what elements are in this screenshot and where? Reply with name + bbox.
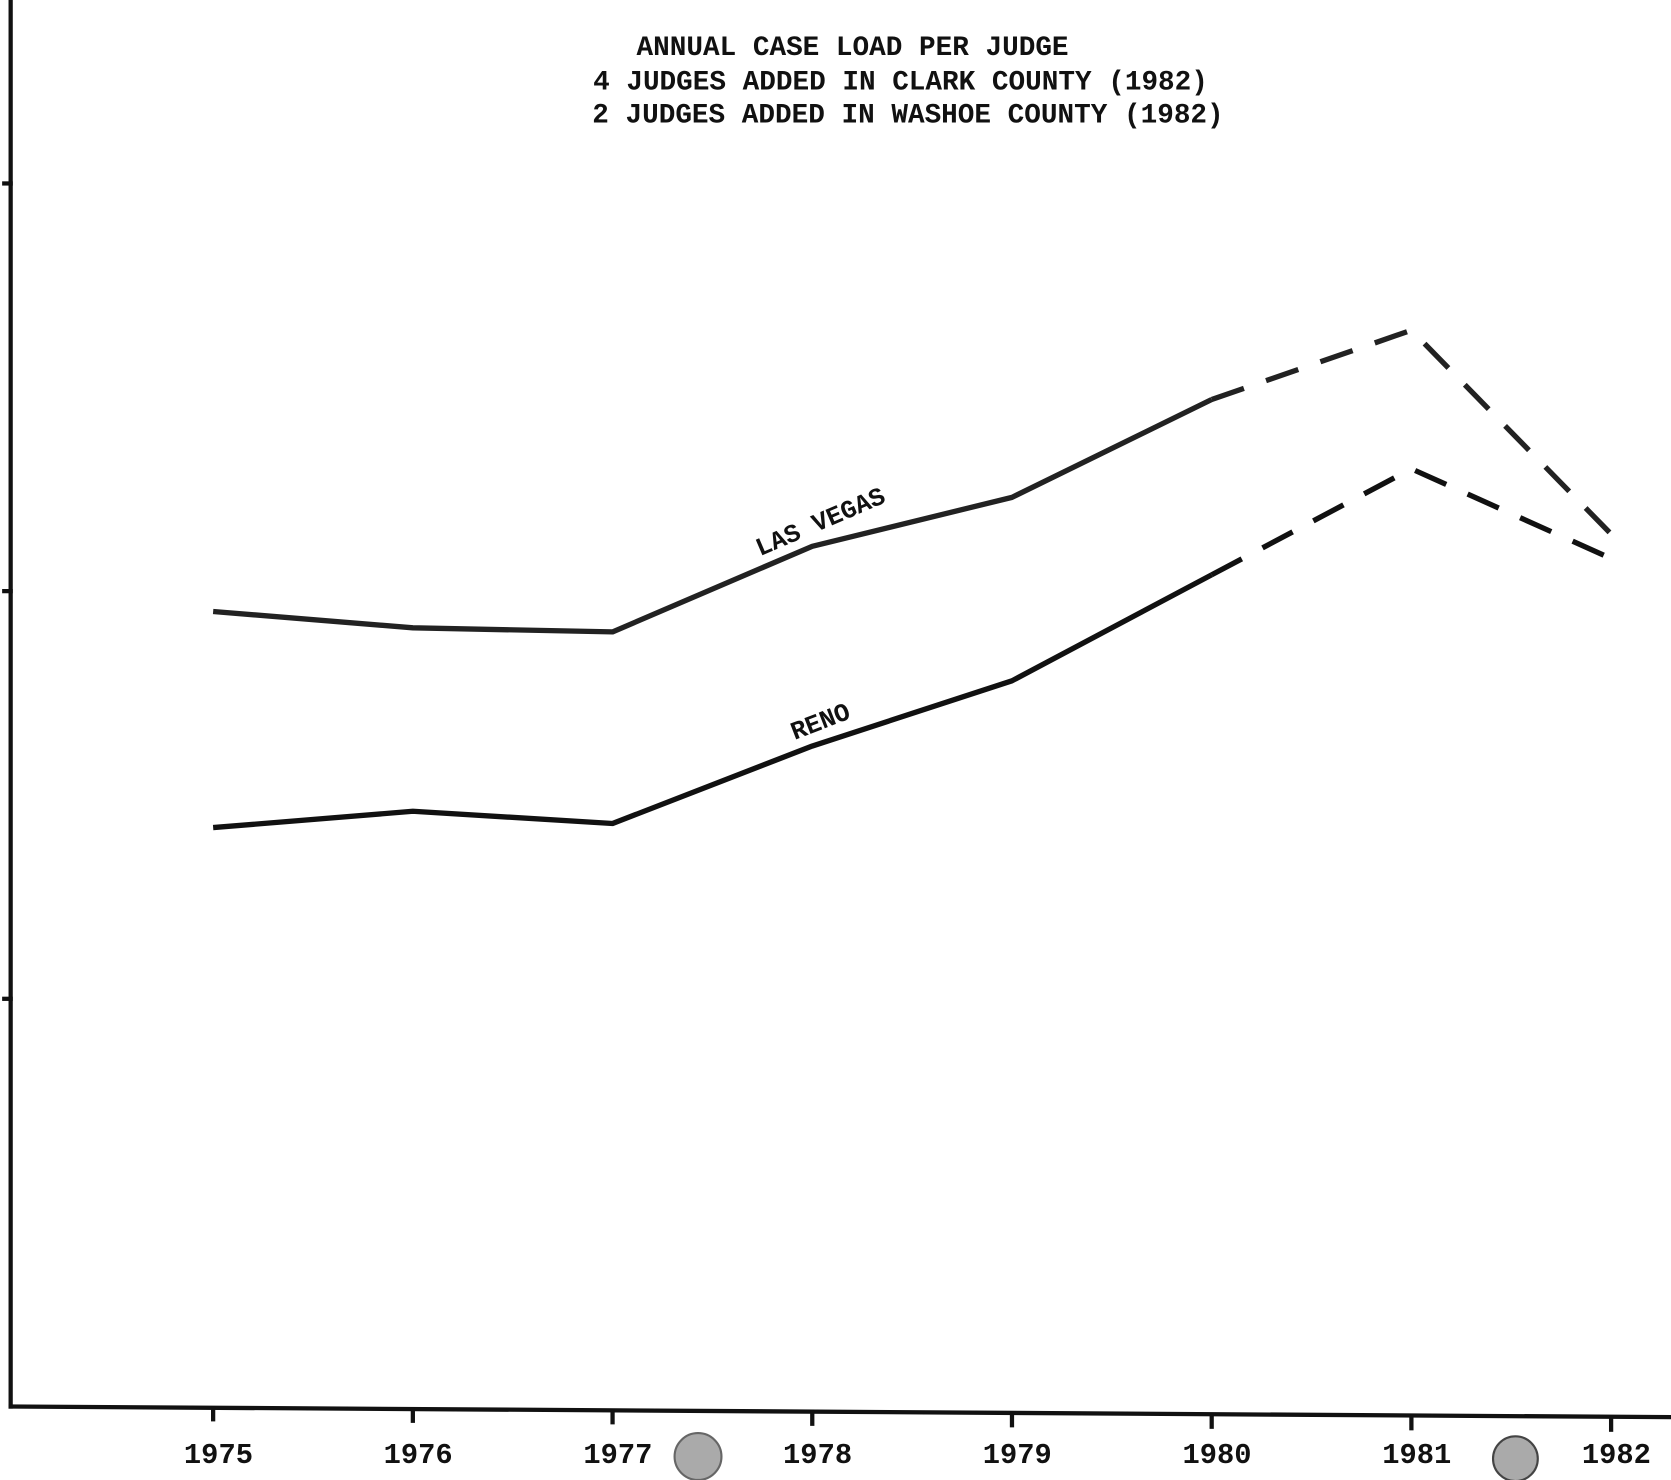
- series-line: [1210, 327, 1614, 536]
- chart-title: ANNUAL CASE LOAD PER JUDGE: [637, 33, 1069, 64]
- series-label: RENO: [787, 698, 855, 747]
- x-tick-label: 1981: [1382, 1439, 1451, 1472]
- chart-subtitle: 2 JUDGES ADDED IN WASHOE COUNTY (1982): [592, 100, 1223, 131]
- x-tick-label: 1980: [1182, 1439, 1251, 1472]
- x-axis: [8, 1404, 1671, 1420]
- x-tick-label: 1975: [184, 1439, 253, 1472]
- series-line: [212, 572, 1213, 831]
- series-line: [1210, 466, 1613, 578]
- x-tick-label: 1976: [384, 1439, 453, 1472]
- punch-hole: [1491, 1435, 1539, 1480]
- x-tick-label: 1978: [783, 1439, 852, 1472]
- chart-subtitle: 4 JUDGES ADDED IN CLARK COUNTY (1982): [593, 67, 1208, 98]
- x-tick-label: 1982: [1582, 1439, 1651, 1472]
- punch-hole: [673, 1432, 723, 1480]
- x-tick-label: 1977: [583, 1439, 652, 1472]
- x-tick-label: 1979: [983, 1439, 1052, 1472]
- series-label: LAS VEGAS: [752, 483, 890, 564]
- series-line: [212, 397, 1213, 635]
